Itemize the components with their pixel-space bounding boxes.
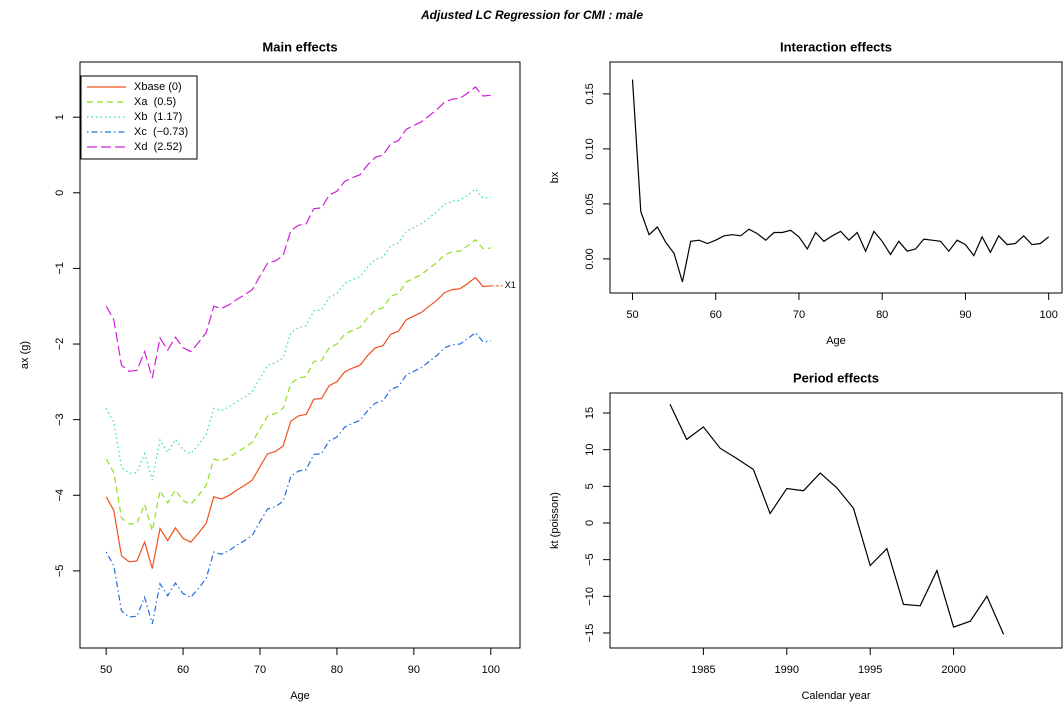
- x-tick-label: 1990: [775, 664, 799, 676]
- panel-title: Interaction effects: [780, 39, 892, 54]
- x-axis-label: Calendar year: [801, 690, 870, 702]
- series-line: [105, 276, 491, 569]
- x-tick-label: 70: [793, 309, 805, 321]
- y-tick-label: 0.15: [584, 83, 596, 104]
- figure-title: Adjusted LC Regression for CMI : male: [420, 8, 643, 22]
- x-tick-label: 90: [959, 309, 971, 321]
- series-line: [105, 86, 491, 379]
- x-tick-label: 50: [100, 664, 112, 676]
- annotation: X1: [505, 280, 516, 290]
- x-tick-label: 70: [254, 664, 266, 676]
- y-tick-label: −2: [54, 338, 66, 351]
- y-axis-label: bx: [549, 171, 561, 183]
- y-tick-label: −1: [54, 262, 66, 275]
- legend-box: [80, 75, 198, 160]
- x-tick-label: 2000: [941, 664, 965, 676]
- panel-title: Main effects: [262, 39, 337, 54]
- y-tick-label: 0: [584, 520, 596, 526]
- series-line: [105, 331, 491, 624]
- x-tick-label: 100: [1040, 309, 1058, 321]
- series-line: [105, 188, 491, 481]
- legend-label: Xa (0.5): [134, 96, 176, 108]
- x-tick-label: 1985: [691, 664, 715, 676]
- plot-frame: [609, 392, 1063, 649]
- x-tick-label: 50: [626, 309, 638, 321]
- x-tick-label: 80: [876, 309, 888, 321]
- x-axis-label: Age: [826, 335, 846, 347]
- y-tick-label: −4: [54, 489, 66, 502]
- y-tick-label: 0.05: [584, 193, 596, 214]
- legend-label: Xc (−0.73): [134, 126, 188, 138]
- y-tick-label: 0.10: [584, 138, 596, 159]
- legend-label: Xd (2.52): [134, 141, 182, 153]
- x-tick-label: 1995: [858, 664, 882, 676]
- y-tick-label: −15: [584, 624, 596, 643]
- y-axis-label: kt (poisson): [549, 492, 561, 549]
- x-tick-label: 100: [482, 664, 500, 676]
- y-tick-label: 5: [584, 483, 596, 489]
- y-tick-label: 0.00: [584, 248, 596, 269]
- y-tick-label: −5: [54, 565, 66, 578]
- legend-label: Xbase (0): [134, 81, 182, 93]
- series-line: [631, 79, 1050, 283]
- y-tick-label: −5: [584, 553, 596, 566]
- x-tick-label: 60: [177, 664, 189, 676]
- series-line: [669, 403, 1005, 635]
- y-tick-label: 1: [54, 114, 66, 120]
- series-line: [105, 238, 491, 531]
- panel-title: Period effects: [793, 370, 879, 385]
- x-axis-label: Age: [290, 690, 310, 702]
- x-tick-label: 80: [331, 664, 343, 676]
- y-tick-label: −10: [584, 587, 596, 606]
- x-tick-label: 90: [408, 664, 420, 676]
- y-tick-label: 0: [54, 190, 66, 196]
- plot-frame: [609, 61, 1063, 294]
- legend-label: Xb (1.17): [134, 111, 182, 123]
- y-tick-label: −3: [54, 413, 66, 426]
- x-tick-label: 60: [710, 309, 722, 321]
- y-tick-label: 15: [584, 407, 596, 419]
- y-tick-label: 10: [584, 444, 596, 456]
- y-axis-label: ax (g): [19, 341, 31, 369]
